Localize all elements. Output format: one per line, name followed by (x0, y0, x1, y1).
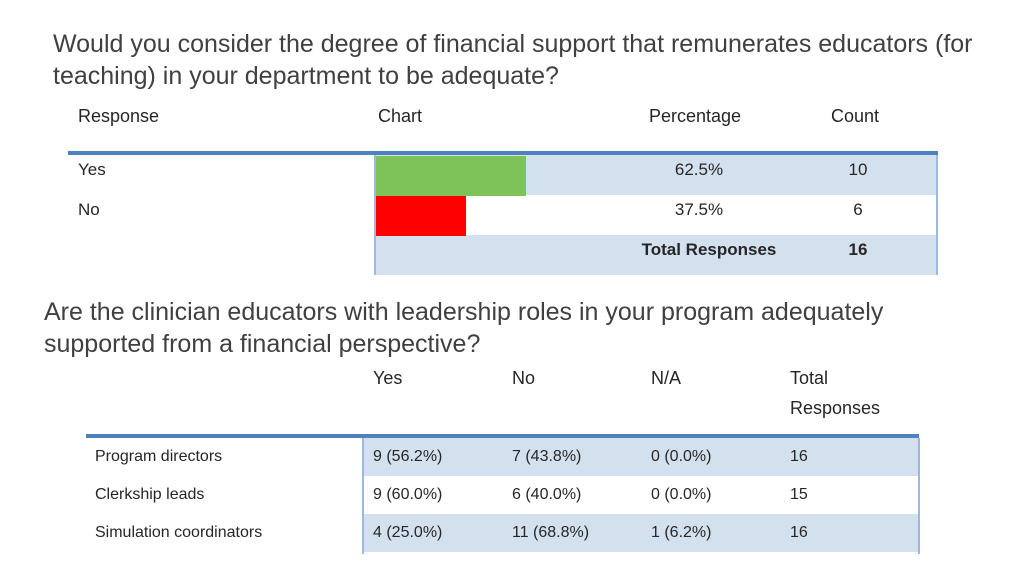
header-chart: Chart (378, 106, 423, 126)
header-yes: Yes (373, 368, 403, 388)
table-row-band (364, 476, 919, 514)
table-row: Program directors 9 (56.2%) 7 (43.8%) 0 … (86, 438, 919, 476)
cell-yes: 9 (56.2%) (373, 448, 443, 465)
table-row: Clerkship leads 9 (60.0%) 6 (40.0%) 0 (0… (86, 476, 919, 514)
header-response: Response (78, 106, 160, 126)
response-yes-percentage: 62.5% (674, 160, 724, 179)
response-no-label: No (78, 200, 100, 219)
header-percentage: Percentage (649, 106, 742, 126)
table-header-rule (68, 151, 938, 155)
response-yes-label: Yes (78, 160, 106, 179)
total-responses-count: 16 (848, 240, 868, 259)
table-divider (918, 438, 920, 554)
no-bar (376, 196, 466, 236)
cell-yes: 9 (60.0%) (373, 486, 443, 503)
table-divider (374, 155, 376, 275)
cell-total: 16 (790, 448, 808, 465)
row-label: Program directors (95, 448, 223, 465)
table-row-band (376, 195, 936, 235)
row-label: Clerkship leads (95, 486, 205, 503)
no-bar-track (376, 196, 616, 236)
question-1-title: Would you consider the degree of financi… (53, 30, 973, 90)
yes-bar (376, 156, 526, 196)
cell-no: 7 (43.8%) (512, 448, 582, 465)
table-row-band (364, 514, 919, 552)
table-row-band (364, 438, 919, 476)
total-responses-label: Total Responses (641, 240, 777, 259)
table-row: Simulation coordinators 4 (25.0%) 11 (68… (86, 514, 919, 552)
header-count: Count (831, 106, 880, 126)
cell-no: 11 (68.8%) (512, 524, 590, 541)
cell-total: 16 (790, 524, 808, 541)
cell-na: 1 (6.2%) (651, 524, 712, 541)
table-row-band (376, 235, 936, 275)
table-divider (362, 438, 364, 554)
table-divider (936, 155, 938, 275)
cell-na: 0 (0.0%) (651, 448, 712, 465)
cell-na: 0 (0.0%) (651, 486, 712, 503)
cell-yes: 4 (25.0%) (373, 524, 443, 541)
cell-no: 6 (40.0%) (512, 486, 582, 503)
table-header-rule (86, 434, 919, 438)
response-no-count: 6 (853, 200, 863, 219)
cell-total: 15 (790, 486, 808, 503)
response-no-percentage: 37.5% (674, 200, 724, 219)
header-no: No (512, 368, 536, 388)
yes-bar-track (376, 156, 616, 196)
header-total-responses: Total Responses (790, 368, 881, 418)
response-yes-count: 10 (848, 160, 868, 179)
row-label: Simulation coordinators (95, 524, 263, 541)
question-2-title: Are the clinician educators with leaders… (44, 298, 884, 358)
header-na: N/A (651, 368, 682, 388)
